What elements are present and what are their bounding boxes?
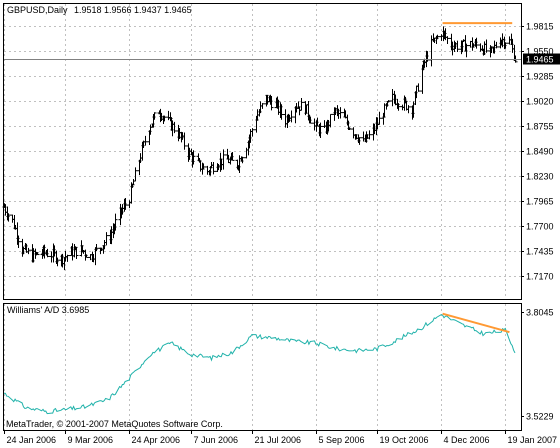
price-grid [4, 4, 521, 299]
indicator-trend-line[interactable] [442, 312, 510, 334]
ohlc-bar [299, 98, 304, 111]
time-axis-label: 24 Jan 2006 [7, 435, 57, 445]
price-axis-label: 1.8230 [526, 172, 554, 182]
ohlc-bar [318, 122, 323, 138]
ohlc-bar [230, 151, 235, 161]
ohlc-bar [16, 235, 21, 249]
ohlc-bar [250, 128, 255, 137]
price-axis-labels: 1.9815 1.9550 1.9285 1.9020 1.8755 1.8490 1.82… [521, 22, 554, 282]
ohlc-bar [45, 248, 50, 258]
price-axis-label: 1.8755 [526, 122, 554, 132]
price-axis-label: 1.9550 [526, 47, 554, 57]
current-price-badge: 1.9465 [523, 53, 560, 65]
ohlc-bar [328, 113, 333, 128]
current-price-value: 1.9465 [526, 55, 554, 65]
ohlc-bar [260, 103, 265, 109]
time-axis-label: 7 Jun 2006 [194, 435, 239, 445]
ohlc-bar [474, 37, 479, 49]
price-axis-label: 1.9285 [526, 72, 554, 82]
ohlc-values: 1.9518 1.9566 1.9437 1.9465 [74, 5, 192, 15]
ohlc-bar [6, 213, 11, 222]
time-axis-label: 24 Apr 2006 [132, 435, 181, 445]
ohlc-bar [211, 161, 216, 175]
ohlc-bar [445, 36, 450, 44]
ohlc-bar [65, 254, 70, 262]
ohlc-bar [503, 42, 508, 49]
ohlc-bar [269, 95, 274, 111]
price-axis-label: 1.7435 [526, 247, 554, 257]
price-bars [2, 26, 518, 271]
copyright-text: MetaTrader, © 2001-2007 MetaQuotes Softw… [6, 419, 223, 429]
price-axis-label: 1.7700 [526, 222, 554, 232]
ohlc-bar [84, 254, 89, 258]
ohlc-bar [182, 132, 187, 150]
price-axis-label: 1.7170 [526, 272, 554, 282]
indicator-axis-label: 3.5229 [526, 412, 554, 422]
indicator-panel-frame [3, 303, 522, 431]
symbol-title: GBPUSD,Daily [7, 5, 68, 15]
ohlc-bar [152, 112, 157, 120]
price-axis-label: 1.9815 [526, 22, 554, 32]
ohlc-bar [240, 156, 245, 164]
ohlc-bar [406, 105, 411, 114]
ohlc-bar [347, 127, 352, 131]
ohlc-bar [464, 43, 469, 58]
price-axis-label: 1.9020 [526, 97, 554, 107]
ohlc-bar [289, 110, 294, 123]
ohlc-bar [484, 39, 489, 53]
ohlc-bar [26, 247, 31, 255]
ohlc-bar [35, 252, 40, 256]
ohlc-bar [133, 167, 138, 182]
price-axis-label: 1.7965 [526, 197, 554, 207]
time-axis-label: 21 Jul 2006 [255, 435, 302, 445]
ohlc-bar [55, 257, 60, 267]
ohlc-bar [123, 198, 128, 210]
ohlc-bar [396, 103, 401, 111]
ohlc-bar [94, 244, 99, 252]
ohlc-bar [201, 163, 206, 170]
time-axis-label: 19 Oct 2006 [380, 435, 429, 445]
ohlc-bar [143, 135, 148, 146]
ohlc-bar [308, 116, 313, 124]
ohlc-bar [435, 34, 440, 40]
williams-ad-line [3, 314, 516, 415]
time-axis: 24 Jan 2006 9 Mar 2006 24 Apr 2006 7 Jun 20… [4, 430, 558, 445]
time-axis-label: 5 Sep 2006 [319, 435, 365, 445]
ohlc-bar [494, 41, 499, 49]
ohlc-bar [191, 150, 196, 165]
ohlc-bar [367, 130, 372, 140]
indicator-axis-label: 3.8045 [526, 308, 554, 318]
price-axis-label: 1.8490 [526, 147, 554, 157]
ohlc-bar [113, 213, 118, 231]
ohlc-bar [357, 137, 362, 145]
ohlc-bar [416, 83, 421, 92]
indicator-title: Williams' A/D 3.6985 [7, 305, 89, 315]
time-axis-label: 19 Jan 2007 [508, 435, 558, 445]
ohlc-bar [172, 121, 177, 134]
ohlc-bar [455, 40, 460, 52]
indicator-axis-labels: 3.8045 3.5229 [521, 308, 554, 422]
ohlc-bar [338, 107, 343, 119]
ohlc-bar [74, 246, 79, 260]
ohlc-bar [162, 115, 167, 122]
ohlc-bar [104, 232, 109, 246]
ohlc-bar [221, 149, 226, 170]
ohlc-bar [279, 104, 284, 120]
indicator-grid [4, 304, 506, 430]
ohlc-bar [377, 111, 382, 125]
time-axis-label: 9 Mar 2006 [68, 435, 114, 445]
time-axis-label: 4 Dec 2006 [444, 435, 490, 445]
ohlc-bar [386, 100, 391, 103]
